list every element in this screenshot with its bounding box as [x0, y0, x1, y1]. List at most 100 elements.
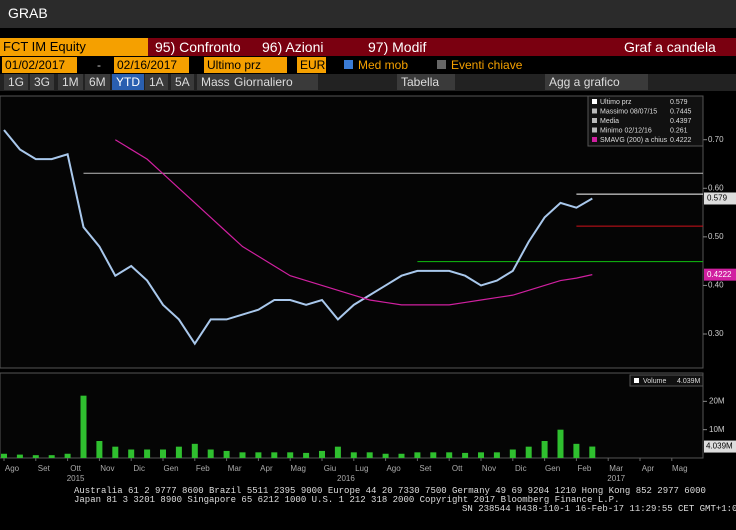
- legend-label: Media: [600, 118, 619, 125]
- currency-select[interactable]: EUR: [297, 57, 326, 73]
- legend-box: [587, 95, 704, 147]
- volume-bar: [223, 450, 230, 458]
- range-button[interactable]: 1A: [145, 74, 168, 90]
- volume-bar: [48, 455, 55, 458]
- year-label: 2016: [337, 474, 355, 483]
- volume-panel: [0, 372, 704, 459]
- checkbox[interactable]: [437, 60, 446, 69]
- x-tick-label: Dic: [133, 464, 145, 473]
- volume-bar: [366, 452, 373, 458]
- legend-label: Massimo 08/07/15: [600, 108, 657, 115]
- x-tick-label: Ott: [452, 464, 463, 473]
- x-tick-label: Gen: [545, 464, 560, 473]
- range-button[interactable]: 3G: [30, 74, 55, 90]
- x-tick-label: Ago: [386, 464, 401, 473]
- range-button[interactable]: Mass: [197, 74, 234, 90]
- legend-value: 4.039M: [677, 378, 701, 385]
- year-label: 2015: [67, 474, 85, 483]
- volume-bar: [414, 452, 421, 458]
- add-to-chart[interactable]: Agg a grafico: [545, 74, 648, 90]
- x-tick-label: Mag: [290, 464, 306, 473]
- volume-bar: [255, 452, 262, 458]
- volume-bar: [478, 452, 484, 458]
- x-tick-label: Dic: [515, 464, 527, 473]
- value-badge: [704, 268, 736, 281]
- volume-bar: [509, 449, 516, 458]
- volume-bar: [557, 429, 564, 458]
- x-tick-label: Mag: [672, 464, 688, 473]
- moving-average[interactable]: Med mob: [358, 58, 409, 72]
- command-bar: [0, 38, 736, 56]
- footer-line: SN 238544 H438-110-1 16-Feb-17 11:29:55 …: [462, 504, 736, 514]
- volume-bar: [271, 452, 278, 458]
- range-button[interactable]: YTD: [112, 74, 144, 90]
- volume-bar: [541, 441, 548, 458]
- legend-label: Minimo 02/12/16: [600, 127, 652, 134]
- x-tick-label: Set: [419, 464, 432, 473]
- x-tick-label: Nov: [100, 464, 114, 473]
- value-badge-label: 0.4222: [707, 270, 732, 279]
- series-line: [3, 129, 593, 346]
- volume-bar: [191, 443, 198, 458]
- volume-bar: [175, 446, 182, 458]
- volume-bar: [80, 395, 87, 458]
- volume-bar: [573, 443, 580, 458]
- volume-bar: [430, 452, 437, 458]
- year-label: 2017: [607, 474, 625, 483]
- table-button[interactable]: Tabella: [397, 74, 455, 90]
- start-date[interactable]: 01/02/2017: [2, 57, 77, 73]
- volume-bar: [334, 446, 341, 458]
- key-events[interactable]: Eventi chiave: [451, 58, 523, 72]
- volume-bar: [16, 454, 23, 458]
- value-badge-label: 0.579: [707, 194, 728, 203]
- menu-item[interactable]: 97) Modif: [368, 39, 427, 55]
- end-date[interactable]: 02/16/2017: [114, 57, 189, 73]
- volume-bar: [160, 449, 166, 458]
- y-tick-label: 0.40: [708, 281, 724, 290]
- menu-item[interactable]: 95) Confronto: [155, 39, 241, 55]
- legend-swatch: [592, 108, 597, 114]
- y-tick-label: 0.30: [708, 329, 724, 338]
- volume-bar: [382, 453, 389, 458]
- period-select[interactable]: Giornaliero: [230, 74, 318, 90]
- y-tick-label: 0.50: [708, 232, 724, 241]
- volume-bar: [462, 452, 469, 458]
- x-tick-label: Gen: [163, 464, 178, 473]
- range-button[interactable]: 1G: [4, 74, 29, 90]
- x-tick-label: Feb: [578, 464, 592, 473]
- volume-bar: [525, 446, 532, 458]
- volume-bar: [303, 452, 310, 458]
- legend-value: 0.4222: [670, 137, 692, 144]
- value-badge-label: 4.039M: [706, 442, 733, 451]
- volume-bar: [239, 452, 246, 458]
- legend-swatch: [592, 118, 597, 123]
- range-button[interactable]: 1M: [58, 74, 83, 90]
- series-line: [114, 139, 593, 306]
- legend-value: 0.261: [670, 127, 688, 134]
- range-button[interactable]: 5A: [171, 74, 194, 90]
- y-tick-label: 0.60: [708, 183, 724, 192]
- volume-bar: [1, 453, 7, 458]
- volume-bar: [96, 441, 103, 458]
- ticker-field[interactable]: FCT IM Equity: [0, 38, 148, 56]
- menu-item[interactable]: 96) Azioni: [262, 39, 324, 55]
- legend-swatch: [634, 378, 639, 383]
- volume-bar: [207, 449, 214, 458]
- x-tick-label: Ott: [70, 464, 81, 473]
- volume-bar: [398, 453, 405, 458]
- volume-bar: [319, 450, 325, 458]
- range-button[interactable]: 6M: [85, 74, 110, 90]
- x-tick-label: Lug: [355, 464, 368, 473]
- legend-box: [629, 374, 704, 387]
- x-tick-label: Nov: [482, 464, 496, 473]
- volume-bar: [32, 455, 39, 458]
- field-select[interactable]: Ultimo prz: [204, 57, 287, 73]
- legend-label: SMAVG (200) a chius: [600, 137, 668, 144]
- x-tick-label: Ago: [5, 464, 20, 473]
- checkbox[interactable]: [344, 60, 353, 69]
- value-badge: [704, 192, 736, 205]
- volume-bar: [112, 446, 119, 458]
- x-tick-label: Mar: [609, 464, 623, 473]
- legend-value: 0.579: [670, 99, 688, 106]
